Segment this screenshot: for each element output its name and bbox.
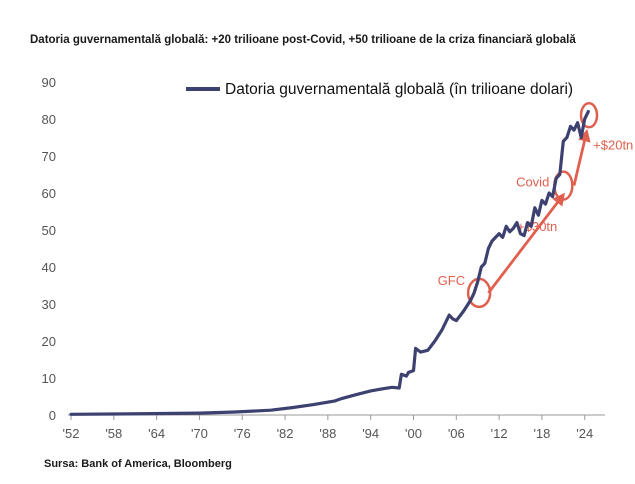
x-tick-label: '94 (362, 426, 379, 441)
highlight-circle (579, 102, 599, 129)
x-tick-label: '82 (277, 426, 294, 441)
annotation-arrow (572, 128, 591, 186)
y-tick-label: 0 (49, 408, 56, 423)
x-tick-label: '70 (191, 426, 208, 441)
source-note: Sursa: Bank of America, Bloomberg (44, 458, 232, 470)
series-line (69, 109, 590, 416)
y-tick-label: 90 (42, 75, 56, 90)
annotation-covid: Covid (516, 175, 549, 190)
annotation-arrow (487, 192, 565, 294)
x-tick-label: '52 (63, 426, 80, 441)
x-tick-label: '24 (576, 426, 593, 441)
x-tick-label: '12 (491, 426, 508, 441)
y-tick-label: 80 (42, 112, 56, 127)
legend: Datoria guvernamentală globală (în trili… (186, 81, 573, 98)
y-tick-label: 40 (42, 260, 56, 275)
annotation-gfc: GFC (438, 273, 465, 288)
y-tick-label: 20 (42, 334, 56, 349)
annotations: GFC Covid +$30tn +$20tn (438, 102, 633, 309)
axes: 0 10 20 30 40 50 60 70 80 90 '52 '58 '64 '70 '76 '82 '88… (42, 75, 605, 441)
x-tick-label: '64 (148, 426, 165, 441)
chart-title: Datoria guvernamentală globală: +20 tril… (30, 34, 576, 46)
x-tick-label: '58 (105, 426, 122, 441)
annotation-plus-20tn: +$20tn (593, 138, 633, 153)
x-tick-label: '88 (319, 426, 336, 441)
x-tick-label: '06 (448, 426, 465, 441)
x-tick-label: '76 (234, 426, 251, 441)
plot-area (69, 109, 590, 416)
y-tick-label: 60 (42, 186, 56, 201)
annotation-plus-30tn: +$30tn (517, 219, 557, 234)
y-tick-label: 70 (42, 149, 56, 164)
x-tick-label: '00 (405, 426, 422, 441)
y-tick-label: 10 (42, 371, 56, 386)
y-tick-label: 30 (42, 297, 56, 312)
y-tick-label: 50 (42, 223, 56, 238)
x-tick-label: '18 (533, 426, 550, 441)
legend-label: Datoria guvernamentală globală (în trili… (225, 81, 573, 98)
highlight-circle (466, 277, 492, 309)
